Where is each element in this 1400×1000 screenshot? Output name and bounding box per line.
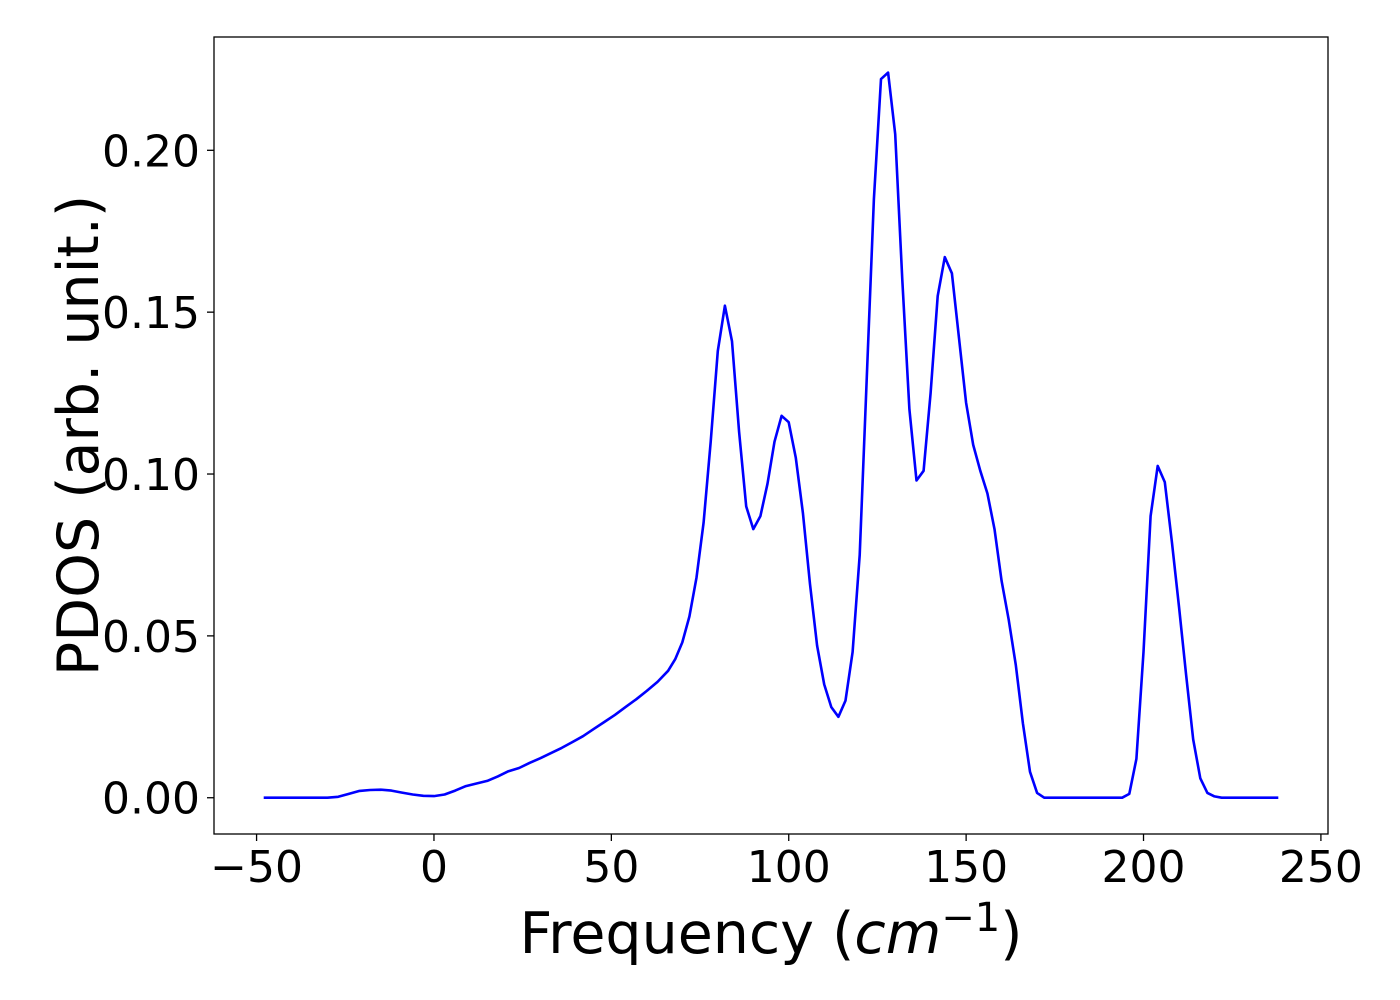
- y-tick-label: 0.00: [102, 774, 200, 825]
- series-group: [263, 71, 1279, 800]
- x-tick-label: −50: [210, 842, 303, 893]
- x-tick-label: 250: [1279, 842, 1363, 893]
- x-tick-label: 100: [747, 842, 831, 893]
- pdos-series-line: [263, 71, 1279, 800]
- y-tick-label: 0.15: [102, 288, 200, 339]
- x-tick-label: 150: [924, 842, 1008, 893]
- x-tick-label: 0: [420, 842, 448, 893]
- x-axis-label-text: Frequency (: [520, 901, 855, 967]
- x-axis-label: Frequency (cm−1): [520, 895, 1023, 967]
- x-tick-group: −50 0 50 100 150 200 250: [210, 834, 1363, 893]
- y-tick-label: 0.10: [102, 450, 200, 501]
- y-tick-label: 0.20: [102, 126, 200, 177]
- y-axis-label: PDOS (arb. unit.): [46, 195, 112, 676]
- x-axis-label-close: ): [1000, 901, 1022, 967]
- plot-area-frame: [213, 36, 1329, 835]
- y-tick-group: 0.00 0.05 0.10 0.15 0.20: [102, 126, 214, 825]
- x-tick-label: 50: [583, 842, 639, 893]
- x-axis-label-exponent: −1: [941, 895, 1000, 941]
- x-axis-label-unit: cm: [854, 901, 941, 967]
- y-tick-label: 0.05: [102, 612, 200, 663]
- x-tick-label: 200: [1102, 842, 1186, 893]
